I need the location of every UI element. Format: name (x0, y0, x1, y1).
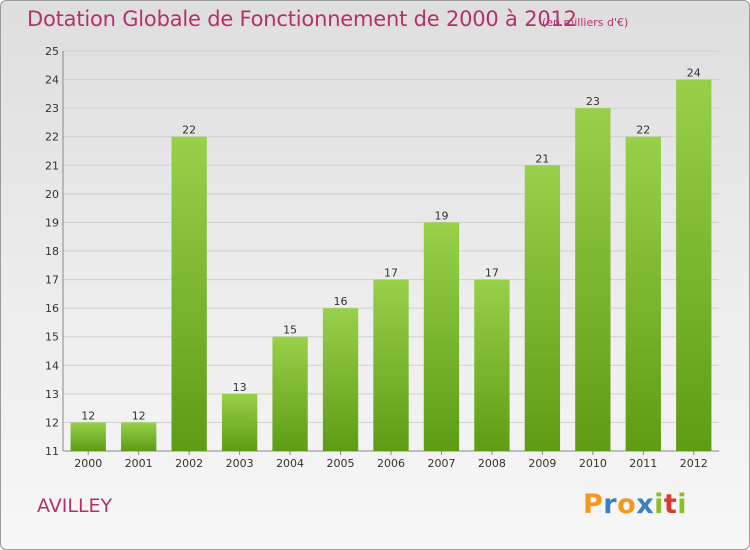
y-tick-11: 11 (45, 445, 59, 458)
x-tick-2002: 2002 (175, 457, 203, 470)
bar-2008 (474, 279, 510, 451)
y-tick-24: 24 (45, 74, 59, 87)
bar-2012 (676, 79, 712, 452)
value-label-2001: 12 (132, 409, 146, 422)
bar-2003 (221, 393, 258, 451)
y-tick-21: 21 (45, 159, 59, 172)
bar-2002 (171, 136, 207, 451)
bar-2011 (625, 136, 661, 451)
value-label-2009: 21 (535, 152, 549, 165)
logo-letter-5: t (663, 489, 678, 520)
x-tick-2007: 2007 (427, 457, 455, 470)
value-label-2010: 23 (586, 95, 600, 108)
value-label-2008: 17 (485, 267, 499, 280)
chart-title: Dotation Globale de Fonctionnement de 20… (27, 7, 577, 31)
x-tick-labels: 2000 2001 2002 2003 2004 2005 2006 2007 2008 2009… (74, 457, 708, 470)
x-tick-2004: 2004 (276, 457, 304, 470)
y-tick-25: 25 (45, 45, 59, 58)
bars (70, 79, 712, 452)
y-tick-22: 22 (45, 131, 59, 144)
place-name: AVILLEY (37, 495, 113, 517)
y-tick-labels: 11 12 13 14 15 16 17 18 19 20 21 22 23 24 25 (45, 45, 59, 458)
bar-2001 (121, 422, 157, 451)
y-tick-13: 13 (45, 388, 59, 401)
value-label-2006: 17 (384, 267, 398, 280)
x-tick-2008: 2008 (478, 457, 506, 470)
logo-letter-1: r (603, 489, 618, 520)
value-labels: 12 12 22 13 15 16 17 19 17 21 23 22 24 (81, 67, 701, 423)
logo-letter-3: x (636, 489, 655, 520)
y-tick-18: 18 (45, 245, 59, 258)
bar-2007 (423, 222, 460, 451)
bar-2006 (373, 279, 409, 451)
x-tick-2006: 2006 (377, 457, 405, 470)
logo-letter-0: P (583, 489, 604, 520)
logo-letter-6: i (677, 489, 688, 520)
y-tick-12: 12 (45, 416, 59, 429)
value-label-2000: 12 (81, 409, 95, 422)
value-label-2007: 19 (434, 209, 448, 222)
bar-2009 (524, 165, 561, 452)
proxiti-logo: Proxiti (583, 489, 687, 520)
x-tick-2000: 2000 (74, 457, 102, 470)
value-label-2004: 15 (283, 324, 297, 337)
y-tick-19: 19 (45, 216, 59, 229)
y-tick-23: 23 (45, 102, 59, 115)
logo-letter-2: o (617, 489, 637, 520)
x-tick-2001: 2001 (125, 457, 153, 470)
value-label-2002: 22 (182, 124, 196, 137)
x-tick-2010: 2010 (579, 457, 607, 470)
y-tick-20: 20 (45, 188, 59, 201)
bar-2000 (70, 422, 106, 451)
x-tick-2009: 2009 (528, 457, 556, 470)
value-label-2003: 13 (233, 381, 247, 394)
x-tick-2005: 2005 (327, 457, 355, 470)
y-tick-16: 16 (45, 302, 59, 315)
bar-2004 (272, 336, 308, 451)
y-tick-14: 14 (45, 359, 59, 372)
y-tick-15: 15 (45, 331, 59, 344)
value-label-2011: 22 (636, 124, 650, 137)
bar-2005 (322, 308, 359, 451)
x-tick-2012: 2012 (680, 457, 708, 470)
x-tick-2011: 2011 (629, 457, 657, 470)
value-label-2012: 24 (687, 67, 701, 80)
chart-unit: (en milliers d'€) (542, 16, 629, 29)
x-tick-2003: 2003 (226, 457, 254, 470)
value-label-2005: 16 (334, 295, 348, 308)
bar-2010 (575, 108, 611, 452)
logo-letter-4: i (654, 489, 664, 520)
y-tick-17: 17 (45, 274, 59, 287)
